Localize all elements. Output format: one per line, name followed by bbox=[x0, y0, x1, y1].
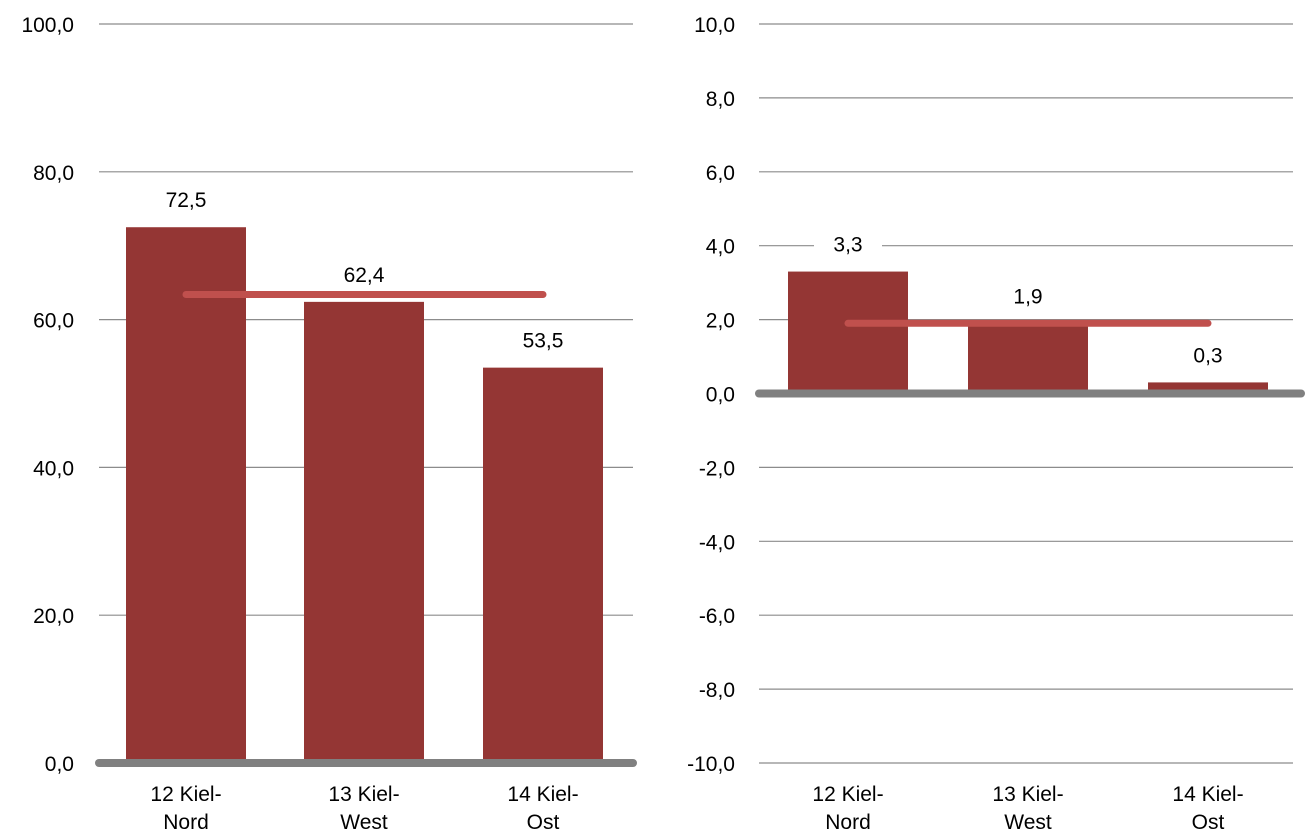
right-category-label: Nord bbox=[825, 811, 871, 834]
right-category-label: Ost bbox=[1192, 811, 1225, 834]
right-category-label: 13 Kiel- bbox=[992, 783, 1063, 806]
right-ytick-label: 4,0 bbox=[706, 236, 735, 259]
right-data-label: 0,3 bbox=[1193, 344, 1222, 367]
left-category-label: 12 Kiel- bbox=[150, 783, 221, 806]
left-data-label: 62,4 bbox=[344, 264, 385, 287]
right-data-label-bg bbox=[1174, 340, 1242, 371]
right-bar-3 bbox=[1148, 382, 1268, 394]
left-ytick-label: 0,0 bbox=[45, 753, 74, 776]
left-bar-2 bbox=[304, 301, 424, 763]
right-data-label-bg bbox=[814, 229, 882, 260]
left-category-label: Nord bbox=[163, 811, 209, 834]
left-data-label-bg bbox=[152, 185, 220, 216]
left-ytick-label: 60,0 bbox=[33, 310, 74, 333]
left-bar-3 bbox=[483, 367, 603, 763]
left-ytick-label: 100,0 bbox=[21, 14, 74, 37]
left-data-label: 72,5 bbox=[166, 189, 207, 212]
right-data-label-bg bbox=[994, 281, 1062, 312]
left-category-label: West bbox=[340, 811, 388, 834]
left-ytick-label: 80,0 bbox=[33, 162, 74, 185]
left-bar-1 bbox=[126, 227, 246, 764]
right-category-label: 14 Kiel- bbox=[1172, 783, 1243, 806]
right-category-label: West bbox=[1004, 811, 1052, 834]
right-ytick-label: -2,0 bbox=[699, 457, 735, 480]
left-category-label: 14 Kiel- bbox=[507, 783, 578, 806]
right-ytick-label: -8,0 bbox=[699, 679, 735, 702]
right-data-label: 1,9 bbox=[1013, 285, 1042, 308]
right-bar-2 bbox=[968, 323, 1088, 394]
right-ytick-label: 10,0 bbox=[694, 14, 735, 37]
right-ytick-label: 8,0 bbox=[706, 88, 735, 111]
right-ytick-label: -4,0 bbox=[699, 531, 735, 554]
right-ytick-label: 2,0 bbox=[706, 310, 735, 333]
left-data-label: 53,5 bbox=[523, 330, 564, 353]
right-bar-1 bbox=[788, 271, 908, 394]
left-ytick-label: 20,0 bbox=[33, 605, 74, 628]
right-ytick-label: -6,0 bbox=[699, 605, 735, 628]
right-ytick-label: 6,0 bbox=[706, 162, 735, 185]
left-category-label: Ost bbox=[527, 811, 560, 834]
right-data-label: 3,3 bbox=[833, 234, 862, 257]
left-data-label-bg bbox=[509, 325, 577, 356]
left-category-label: 13 Kiel- bbox=[328, 783, 399, 806]
left-data-label-bg bbox=[330, 259, 398, 290]
right-ytick-label: 0,0 bbox=[706, 384, 735, 407]
right-ytick-label: -10,0 bbox=[687, 753, 735, 776]
left-ytick-label: 40,0 bbox=[33, 457, 74, 480]
right-category-label: 12 Kiel- bbox=[812, 783, 883, 806]
